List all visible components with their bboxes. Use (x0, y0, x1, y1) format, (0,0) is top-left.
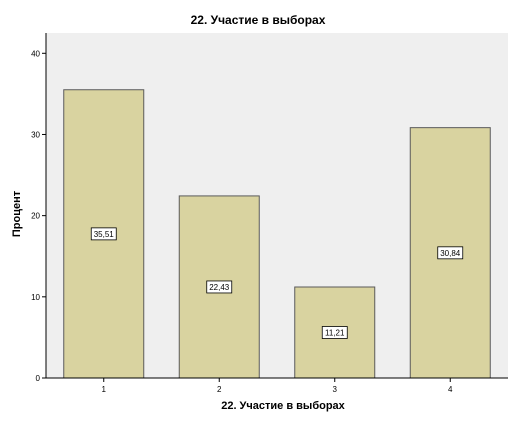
x-tick-label: 1 (102, 385, 107, 394)
chart-title: 22. Участие в выборах (191, 13, 326, 27)
y-tick-label: 20 (31, 212, 40, 221)
data-label: 22,43 (209, 283, 230, 292)
y-tick-label: 0 (36, 374, 41, 383)
data-label: 35,51 (94, 230, 115, 239)
y-tick-label: 40 (31, 49, 40, 58)
y-axis-title: Процент (11, 190, 23, 237)
y-tick-label: 10 (31, 293, 40, 302)
axes-layer: 0 10 20 30 40 1 2 3 4 (31, 33, 508, 394)
data-label-box (90, 227, 117, 241)
data-label: 30,84 (440, 249, 461, 258)
x-axis-title: 22. Участие в выборах (221, 400, 345, 412)
data-label: 11,21 (325, 329, 345, 338)
y-tick-label: 30 (31, 130, 40, 139)
x-tick-label: 3 (333, 385, 338, 394)
x-tick-label: 4 (448, 385, 453, 394)
data-label-box (321, 326, 348, 339)
data-label-box (206, 280, 233, 294)
x-tick-label: 2 (217, 385, 222, 394)
data-label-box (437, 246, 464, 260)
data-labels-layer: 35,51 22,43 11,21 30,84 (90, 227, 464, 339)
